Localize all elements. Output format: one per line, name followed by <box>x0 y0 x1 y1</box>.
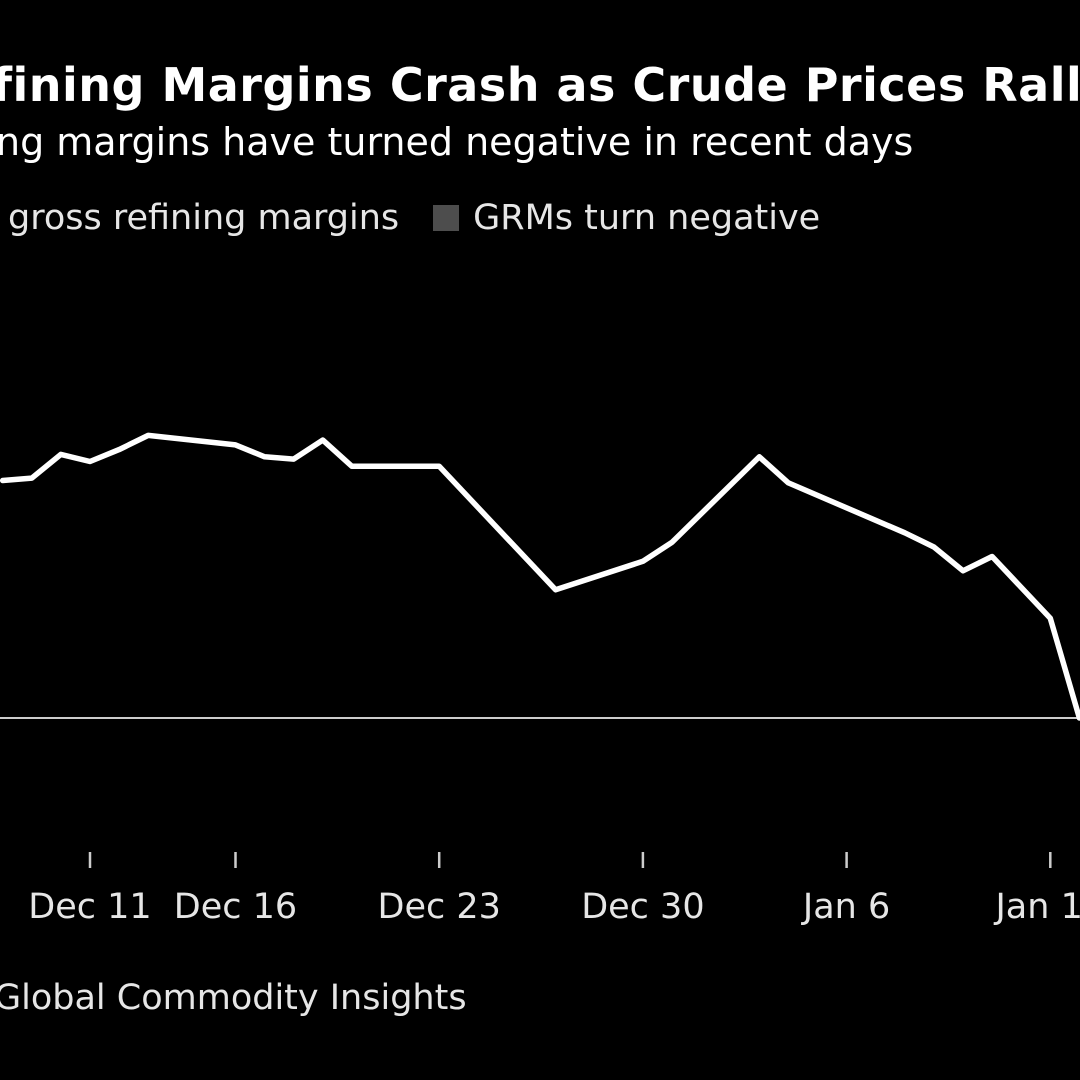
x-tick-label-1: Dec 16 <box>174 887 297 927</box>
x-tick-label-5: Jan 13 <box>993 887 1080 927</box>
x-tick-label-2: Dec 23 <box>378 887 501 927</box>
series-line-0 <box>0 432 1080 721</box>
chart-subtitle: ng margins have turned negative in recen… <box>0 120 914 164</box>
x-tick-label-0: Dec 11 <box>28 887 151 927</box>
x-tick-label-4: Jan 6 <box>801 887 890 927</box>
x-tick-label-3: Dec 30 <box>581 887 704 927</box>
legend-shade-label: GRMs turn negative <box>473 198 821 238</box>
legend: gross refining margins GRMs turn negativ… <box>8 198 820 238</box>
legend-shade-swatch <box>433 205 460 231</box>
chart-title: fining Margins Crash as Crude Prices Ral… <box>0 58 1080 112</box>
source-note: Global Commodity Insights <box>0 978 467 1018</box>
legend-series-label: gross refining margins <box>8 198 400 238</box>
